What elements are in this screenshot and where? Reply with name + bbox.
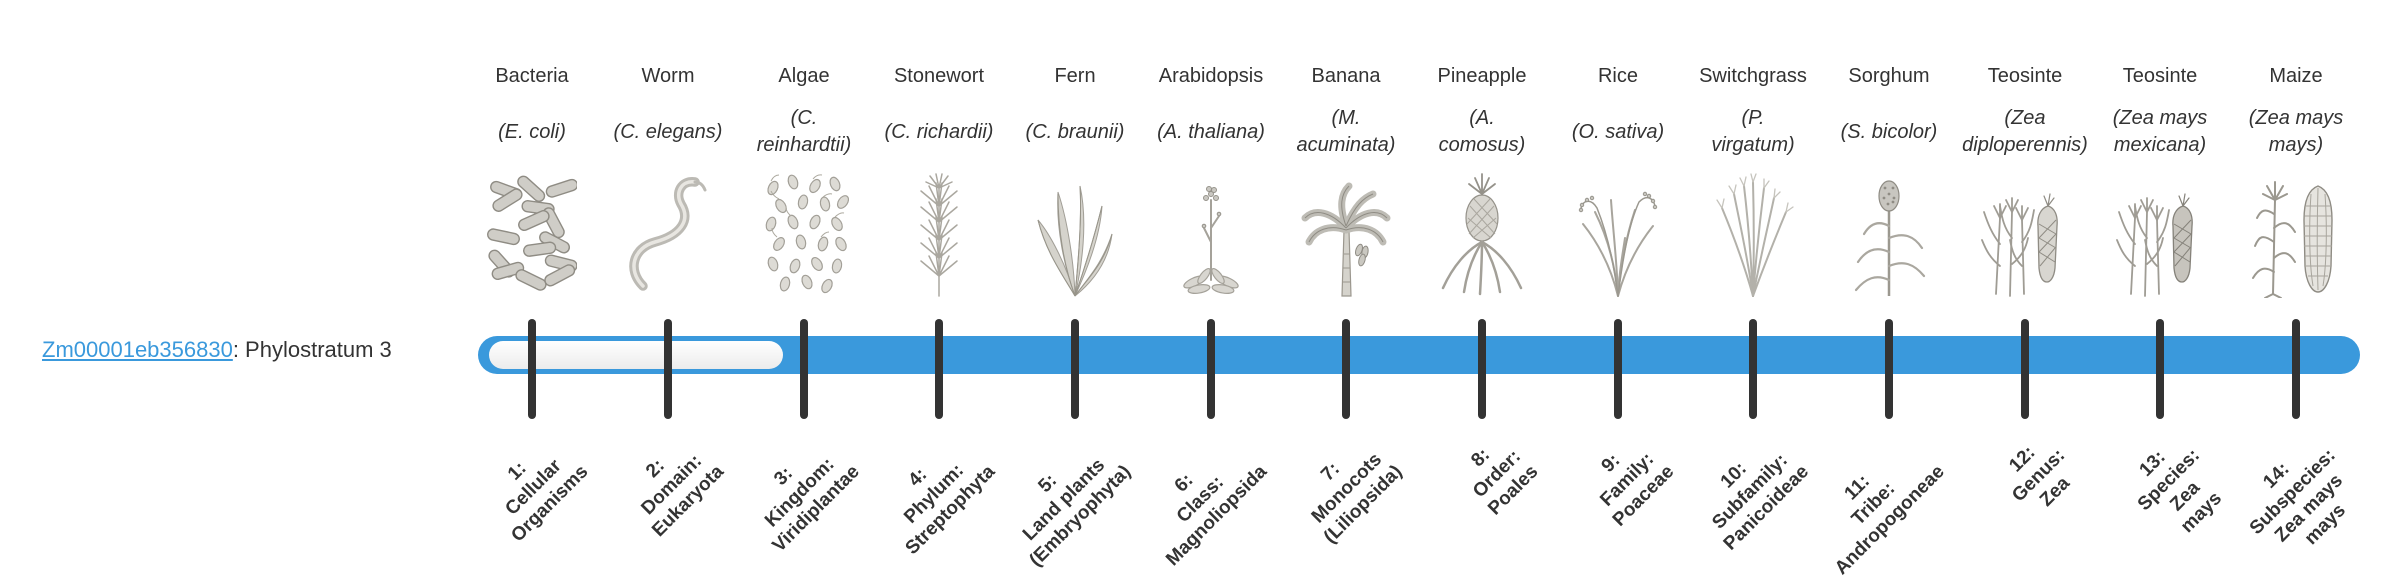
organism-column-worm: Worm (C. elegans) 2: Domain: Eukaryota (578, 0, 758, 580)
organism-column-algae: Algae (C. reinhardtii) (714, 0, 894, 580)
teosinte-icon (2115, 172, 2205, 298)
organism-common-name: Stonewort (893, 65, 985, 87)
organism-common-name: Pineapple (1437, 65, 1527, 87)
bacteria-icon (487, 172, 577, 298)
organism-common-name: Bacteria (495, 65, 569, 87)
organism-common-name: Sorghum (1848, 65, 1930, 87)
organism-scientific-name: (A. thaliana) (1157, 120, 1265, 143)
pineapple-icon (1437, 172, 1527, 298)
organism-column-rice: Rice (O. sativa) 9: Family: Poac (1528, 0, 1708, 580)
organism-scientific-name: (P. virgatum) (1711, 107, 1795, 156)
organism-column-teosinte-diploperennis: Teosinte (Zea diploperennis) 12: Genus: … (1935, 0, 2115, 580)
organism-common-name: Maize (2269, 65, 2323, 87)
stonewort-icon (894, 172, 984, 298)
phylostratum-label: 7: Monocots (Liliopsida) (1307, 449, 1407, 548)
phylostratum-tick (2292, 319, 2300, 419)
organism-common-name: Banana (1311, 65, 1381, 87)
rice-icon (1573, 172, 1663, 298)
worm-icon (623, 172, 713, 298)
phylostratum-tick (1207, 319, 1215, 419)
gene-phylostratum-text: : Phylostratum 3 (232, 337, 392, 362)
organism-common-name: Algae (778, 65, 830, 87)
phylostratum-tick (2021, 319, 2029, 419)
phylostratum-tick (1342, 319, 1350, 419)
gene-label: Zm00001eb356830: Phylostratum 3 (42, 337, 392, 363)
organism-column-teosinte-mexicana: Teosinte (Zea mays mexicana) 13: Species… (2070, 0, 2250, 580)
organism-column-sorghum: Sorghum (S. bicolor) 11: Tribe: Andropog… (1799, 0, 1979, 580)
phylostratum-tick (1478, 319, 1486, 419)
algae-icon (759, 172, 849, 298)
phylostratum-tick (1614, 319, 1622, 419)
organism-column-switchgrass: Switchgrass (P. virgatum) 10: Subfamily:… (1663, 0, 1843, 580)
organism-column-maize: Maize (Zea mays mays) 14: Subspecies: Ze… (2206, 0, 2386, 580)
organism-column-bacteria: Bacteria (E. coli) 1: Cellul (442, 0, 622, 580)
organism-scientific-name: (S. bicolor) (1840, 120, 1938, 143)
organism-column-banana: Banana (M. acuminata) (1256, 0, 1436, 580)
phylostratum-tick (1885, 319, 1893, 419)
organism-scientific-name: (Zea mays mays) (2248, 107, 2344, 156)
phylostratum-label: 5: Land plants (Embryophyta) (1018, 454, 1136, 571)
phylostratum-tick (664, 319, 672, 419)
organism-scientific-name: (O. sativa) (1571, 120, 1665, 143)
phylostratum-label: 6: Class: Magnoliopsida (1162, 461, 1272, 571)
organism-common-name: Fern (1054, 65, 1096, 87)
organism-scientific-name: (M. acuminata) (1296, 107, 1396, 156)
phylostratum-tick (2156, 319, 2164, 419)
organism-column-pineapple: Pineapple (A. comosus) 8: Order: Poales (1392, 0, 1572, 580)
phylostratum-label: 14: Subspecies: Zea mays mays (2245, 444, 2350, 550)
organism-scientific-name: (C. reinhardtii) (756, 107, 852, 156)
phylostratum-label: 3: Kingdom: Viridiplantae (761, 453, 865, 557)
gene-link[interactable]: Zm00001eb356830 (42, 337, 233, 362)
phylostratum-label: 2: Domain: Eukaryota (637, 450, 729, 542)
phylostratum-label: 11: Tribe: Andropogoneae (1831, 461, 1950, 580)
organism-scientific-name: (Zea diploperennis) (1962, 107, 2088, 156)
phylostratum-bar-unfilled-segment (489, 341, 783, 369)
phylostratum-tick (528, 319, 536, 419)
organism-scientific-name: (Zea mays mexicana) (2112, 107, 2208, 156)
phylostratum-label: 1: Cellular Organisms (501, 455, 593, 547)
organism-common-name: Arabidopsis (1158, 65, 1264, 87)
teosinte-icon (1980, 172, 2070, 298)
phylostratum-tick (1749, 319, 1757, 419)
organism-column-fern: Fern (C. braunii) 5: Land plants (Embryo… (985, 0, 1165, 580)
arabidopsis-icon (1166, 172, 1256, 298)
organism-common-name: Switchgrass (1699, 65, 1807, 87)
banana-icon (1301, 172, 1391, 298)
organism-common-name: Rice (1597, 65, 1638, 87)
phylostratum-label: 4: Phylum: Streptophyta (900, 459, 1000, 559)
organism-common-name: Teosinte (2122, 65, 2198, 87)
organism-scientific-name: (A. comosus) (1438, 107, 1526, 156)
phylostratum-bar (478, 336, 2360, 374)
organism-column-arabidopsis: Arabidopsis (A. thaliana) (1121, 0, 1301, 580)
organism-column-stonewort: Stonewort (C. richardii) 4: Phylum: Stre… (849, 0, 1029, 580)
sorghum-icon (1844, 172, 1934, 298)
phylostratum-tick (1071, 319, 1079, 419)
organism-scientific-name: (C. elegans) (613, 120, 723, 143)
fern-icon (1030, 172, 1120, 298)
phylostratum-tick (800, 319, 808, 419)
switchgrass-icon (1708, 172, 1798, 298)
organism-common-name: Teosinte (1987, 65, 2063, 87)
maize-icon (2251, 172, 2341, 298)
organism-scientific-name: (C. braunii) (1025, 120, 1125, 143)
organism-common-name: Worm (641, 65, 695, 87)
organism-scientific-name: (E. coli) (498, 120, 566, 143)
phylostratum-tick (935, 319, 943, 419)
phylostratum-label: 10: Subfamily: Panicoideae (1708, 449, 1814, 555)
organism-scientific-name: (C. richardii) (884, 120, 994, 143)
